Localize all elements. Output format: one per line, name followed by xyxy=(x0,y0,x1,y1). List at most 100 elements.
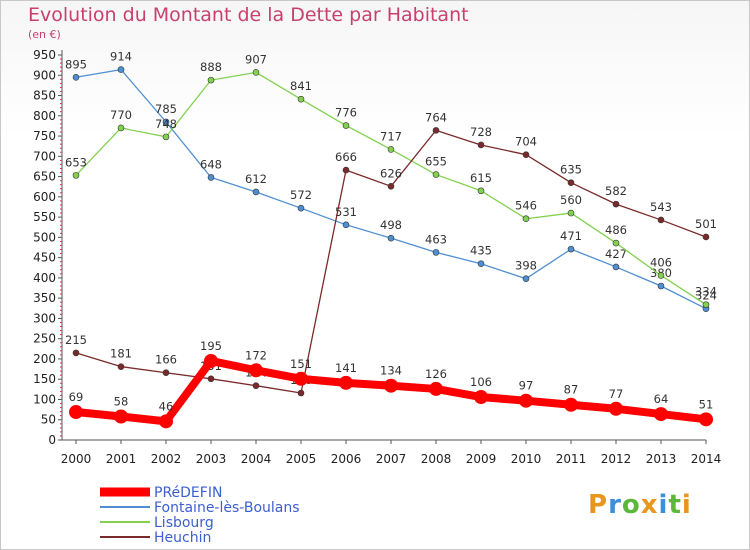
data-label-3: 626 xyxy=(380,166,402,180)
series-point-2 xyxy=(297,95,305,103)
y-tick-label: 550 xyxy=(33,210,56,224)
y-tick-label: 350 xyxy=(33,291,56,305)
y-tick-label: 650 xyxy=(33,170,56,184)
y-tick-label: 200 xyxy=(33,352,56,366)
y-tick-label: 400 xyxy=(33,271,56,285)
data-label-0: 134 xyxy=(380,364,402,378)
data-label-3: 704 xyxy=(515,135,537,149)
y-tick-label: 100 xyxy=(33,392,56,406)
logo-letter: i xyxy=(658,490,669,520)
x-tick-label: 2006 xyxy=(331,452,362,466)
series-point-1 xyxy=(612,263,620,271)
data-label-1: 648 xyxy=(200,157,222,171)
x-tick-label: 2000 xyxy=(61,452,92,466)
data-label-2: 334 xyxy=(695,285,717,299)
series-point-0 xyxy=(429,381,443,396)
series-point-1 xyxy=(72,73,80,81)
series-point-2 xyxy=(522,215,530,223)
data-label-1: 531 xyxy=(335,205,357,219)
data-label-2: 406 xyxy=(650,255,672,269)
series-point-2 xyxy=(117,124,125,132)
series-point-3 xyxy=(702,233,710,241)
y-tick-label: 750 xyxy=(33,129,56,143)
data-label-3: 543 xyxy=(650,200,672,214)
series-point-2 xyxy=(207,76,215,84)
series-point-3 xyxy=(567,179,575,186)
data-label-0: 141 xyxy=(335,361,357,375)
y-tick-label: 600 xyxy=(33,190,56,204)
series-point-1 xyxy=(477,260,485,268)
y-tick-label: 250 xyxy=(33,332,56,346)
data-label-1: 612 xyxy=(245,172,267,186)
series-point-3 xyxy=(297,389,305,397)
data-label-2: 546 xyxy=(515,199,537,213)
x-tick-label: 2009 xyxy=(466,452,497,466)
data-label-0: 58 xyxy=(114,394,129,408)
data-label-2: 907 xyxy=(245,52,267,66)
series-point-3 xyxy=(117,363,125,370)
y-tick-label: 450 xyxy=(33,251,56,265)
y-tick-label: 700 xyxy=(33,149,56,163)
data-label-1: 498 xyxy=(380,218,402,232)
data-label-3: 215 xyxy=(65,333,87,347)
data-label-2: 748 xyxy=(155,117,177,131)
y-tick-label: 150 xyxy=(33,372,56,386)
series-point-2 xyxy=(702,301,710,308)
data-label-0: 87 xyxy=(564,383,579,397)
x-tick-label: 2008 xyxy=(421,452,452,466)
series-point-3 xyxy=(342,166,350,174)
series-point-1 xyxy=(387,234,395,242)
logo-letter: P xyxy=(588,490,609,520)
data-label-0: 97 xyxy=(519,379,534,393)
series-point-0 xyxy=(159,414,173,429)
logo-letter: x xyxy=(640,490,659,520)
data-label-3: 501 xyxy=(695,217,717,231)
x-tick-label: 2013 xyxy=(646,452,677,466)
series-point-0 xyxy=(339,375,353,390)
data-label-1: 785 xyxy=(155,102,177,116)
data-label-3: 728 xyxy=(470,125,492,139)
data-label-3: 635 xyxy=(560,163,582,177)
data-label-0: 126 xyxy=(425,367,447,381)
y-tick-label: 900 xyxy=(33,68,56,82)
y-tick-label: 500 xyxy=(33,230,56,244)
chart-title: Evolution du Montant de la Dette par Hab… xyxy=(28,4,469,26)
x-tick-label: 2014 xyxy=(691,452,722,466)
data-label-3: 181 xyxy=(110,347,132,361)
series-point-2 xyxy=(72,172,80,179)
x-tick-label: 2004 xyxy=(241,452,272,466)
data-label-0: 106 xyxy=(470,375,492,389)
series-point-0 xyxy=(204,353,218,368)
series-point-2 xyxy=(477,187,485,195)
data-label-1: 463 xyxy=(425,232,447,246)
chart-subtitle: (en €) xyxy=(28,28,61,41)
series-point-2 xyxy=(432,171,440,178)
series-point-2 xyxy=(252,69,260,76)
y-tick-label: 950 xyxy=(33,48,56,62)
series-point-0 xyxy=(249,363,263,378)
data-label-0: 172 xyxy=(245,348,267,362)
legend-label-1: Fontaine-lès-Boulans xyxy=(154,500,300,516)
data-label-2: 486 xyxy=(605,223,627,237)
data-label-0: 151 xyxy=(290,357,312,371)
series-point-1 xyxy=(162,118,170,126)
series-point-2 xyxy=(342,122,350,129)
x-tick-label: 2011 xyxy=(556,452,587,466)
y-tick-label: 300 xyxy=(33,311,56,325)
data-label-0: 64 xyxy=(654,392,669,406)
data-label-0: 195 xyxy=(200,339,222,353)
x-tick-label: 2005 xyxy=(286,452,317,466)
series-point-2 xyxy=(657,272,665,279)
legend-label-2: Lisbourg xyxy=(154,515,214,531)
data-label-2: 770 xyxy=(110,108,132,122)
data-label-1: 427 xyxy=(605,247,627,261)
series-point-2 xyxy=(612,239,620,247)
series-point-0 xyxy=(114,409,128,424)
data-label-2: 653 xyxy=(65,155,87,169)
series-point-0 xyxy=(609,401,623,416)
series-point-3 xyxy=(612,200,620,208)
series-point-1 xyxy=(117,66,125,73)
x-tick-label: 2007 xyxy=(376,452,407,466)
